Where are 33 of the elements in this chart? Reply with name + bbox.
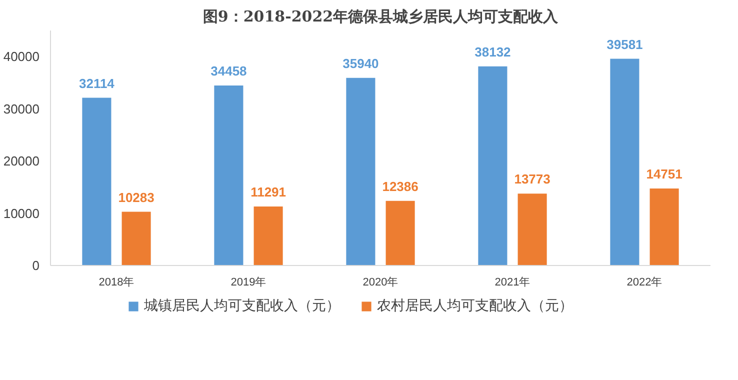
bar <box>610 58 640 266</box>
data-label: 32114 <box>78 76 116 91</box>
bar <box>478 66 508 266</box>
data-label: 13773 <box>514 172 550 187</box>
bar <box>254 206 283 266</box>
data-label: 38132 <box>474 44 511 60</box>
data-label: 11291 <box>250 184 286 200</box>
x-tick-label: 2022年 <box>626 276 662 288</box>
y-tick-label: 30000 <box>3 101 40 116</box>
data-label: 14751 <box>646 166 682 182</box>
x-tick-label: 2018年 <box>98 276 134 288</box>
x-tick-label: 2021年 <box>494 276 530 288</box>
bar <box>518 194 547 266</box>
x-tick-label: 2020年 <box>362 276 398 288</box>
bar <box>650 188 679 266</box>
legend-label: 农村居民人均可支配收入（元） <box>377 297 573 315</box>
bar <box>386 200 415 266</box>
chart-title: 图9：2018-2022年德保县城乡居民人均可支配收入 <box>202 8 560 26</box>
bar <box>346 78 376 266</box>
data-label: 34458 <box>210 64 247 79</box>
bar <box>122 212 151 266</box>
data-label: 39581 <box>606 36 643 52</box>
data-label: 10283 <box>118 190 154 205</box>
y-tick-label: 20000 <box>3 154 40 169</box>
x-tick-label: 2019年 <box>230 276 266 288</box>
bar <box>82 98 112 266</box>
data-label: 35940 <box>342 56 379 71</box>
y-tick-label: 40000 <box>3 49 40 64</box>
data-label: 12386 <box>382 178 418 194</box>
y-tick-label: 0 <box>32 258 40 273</box>
legend-label: 城镇居民人均可支配收入（元） <box>144 297 340 315</box>
y-tick-label: 10000 <box>3 206 40 221</box>
bar <box>214 86 244 266</box>
